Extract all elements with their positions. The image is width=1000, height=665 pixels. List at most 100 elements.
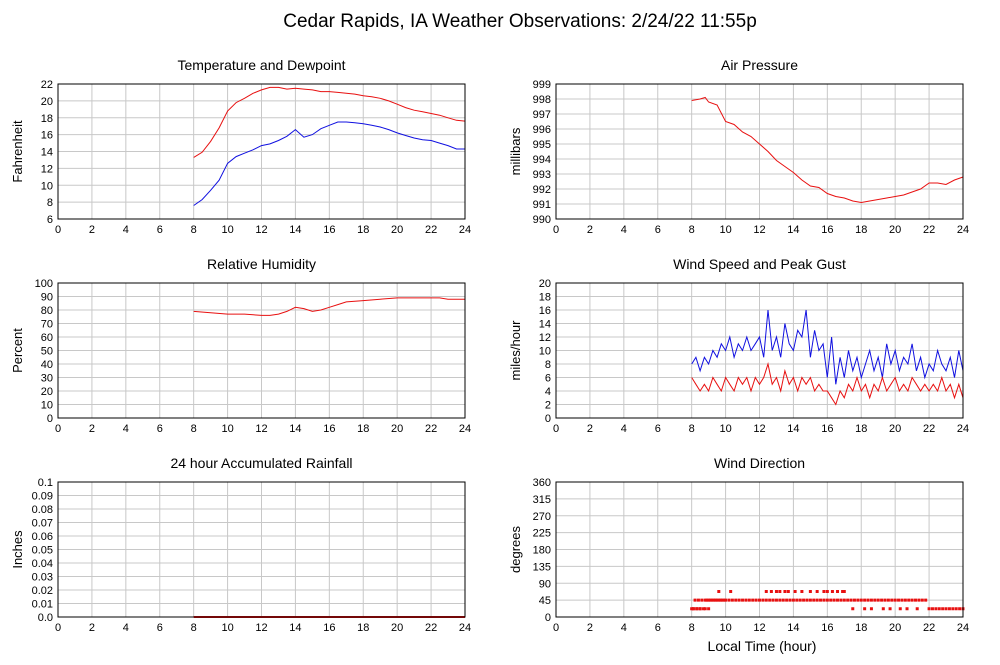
y-tick-label: 30 [41,373,53,385]
x-tick-label: 24 [459,224,471,236]
data-point [700,598,704,602]
y-tick-label: 180 [533,545,551,557]
x-tick-label: 12 [753,423,765,435]
x-tick-label: 16 [821,423,833,435]
x-tick-label: 20 [391,622,403,634]
plot-frame [555,481,964,618]
x-tick-label: 10 [221,622,233,634]
x-tick-label: 4 [123,622,129,634]
chart-title: Wind Direction [714,455,805,471]
chart-title: Wind Speed and Peak Gust [673,256,846,272]
chart-wind: Wind Speed and Peak Gustmiles/hour024681… [508,256,969,435]
x-tick-label: 18 [855,622,867,634]
data-point [812,598,816,602]
data-point [764,590,768,593]
data-point [703,598,707,602]
data-point [717,598,721,602]
data-point [869,598,873,602]
data-point [713,598,717,602]
data-point [841,590,845,593]
y-tick-label: 90 [41,292,53,304]
data-point [924,598,928,602]
x-tick-label: 4 [621,423,627,435]
data-point [808,598,812,602]
x-tick-label: 22 [923,423,935,435]
x-tick-label: 6 [655,224,661,236]
data-point [769,590,773,593]
data-point [842,598,846,602]
y-axis-title: miles/hour [508,320,523,381]
series-line-0 [193,297,465,316]
chart-rh: Relative HumidityPercent0102030405060708… [10,256,471,435]
data-point [761,598,765,602]
x-tick-label: 8 [191,423,197,435]
data-point [907,598,911,602]
chart-title: Temperature and Dewpoint [177,57,345,73]
data-point [722,598,726,602]
x-tick-label: 18 [357,423,369,435]
data-point [768,598,772,602]
y-tick-label: 4 [545,386,551,398]
x-tick-label: 2 [89,622,95,634]
y-tick-label: 20 [41,386,53,398]
data-point [822,598,826,602]
x-tick-label: 20 [391,224,403,236]
y-tick-label: 0.09 [32,491,53,503]
y-tick-label: 270 [533,511,551,523]
y-tick-label: 10 [41,180,53,192]
y-axis-title: Percent [10,328,25,373]
x-tick-label: 10 [719,224,731,236]
x-tick-label: 18 [855,423,867,435]
y-tick-label: 0.06 [32,531,53,543]
data-point [944,607,948,611]
x-tick-label: 0 [553,224,559,236]
x-tick-label: 10 [221,423,233,435]
y-tick-label: 0.05 [32,545,53,557]
y-tick-label: 12 [539,332,551,344]
data-point [886,598,890,602]
series-line-1 [691,362,964,406]
data-point [744,598,748,602]
data-point [825,590,829,593]
y-tick-label: 2 [545,400,551,412]
data-point [863,598,867,602]
x-tick-label: 4 [621,622,627,634]
data-point [890,598,894,602]
x-tick-label: 8 [689,224,695,236]
data-point [747,598,751,602]
x-tick-label: 2 [89,224,95,236]
data-point [754,598,758,602]
data-point [710,598,714,602]
x-tick-label: 14 [787,224,799,236]
data-point [851,607,855,611]
data-point [905,607,909,611]
data-point [881,607,885,611]
x-tick-label: 18 [855,224,867,236]
x-tick-label: 4 [123,423,129,435]
y-tick-label: 0.0 [38,612,53,624]
x-tick-label: 22 [425,423,437,435]
x-tick-label: 16 [323,224,335,236]
data-point [897,598,901,602]
x-tick-label: 16 [821,622,833,634]
data-point [771,598,775,602]
x-tick-label: 0 [553,423,559,435]
y-tick-label: 135 [533,561,551,573]
data-point [778,598,782,602]
data-point [724,598,728,602]
x-tick-label: 14 [289,423,301,435]
data-point [910,598,914,602]
y-tick-label: 0.08 [32,504,53,516]
x-tick-label: 24 [957,622,969,634]
data-point [707,607,711,611]
y-tick-label: 80 [41,305,53,317]
x-tick-label: 6 [655,622,661,634]
data-point [920,598,924,602]
data-point [720,598,724,602]
x-tick-label: 20 [889,622,901,634]
y-tick-label: 10 [539,346,551,358]
data-point [815,598,819,602]
plot-frame [57,481,466,618]
y-tick-label: 225 [533,528,551,540]
x-tick-label: 6 [655,423,661,435]
